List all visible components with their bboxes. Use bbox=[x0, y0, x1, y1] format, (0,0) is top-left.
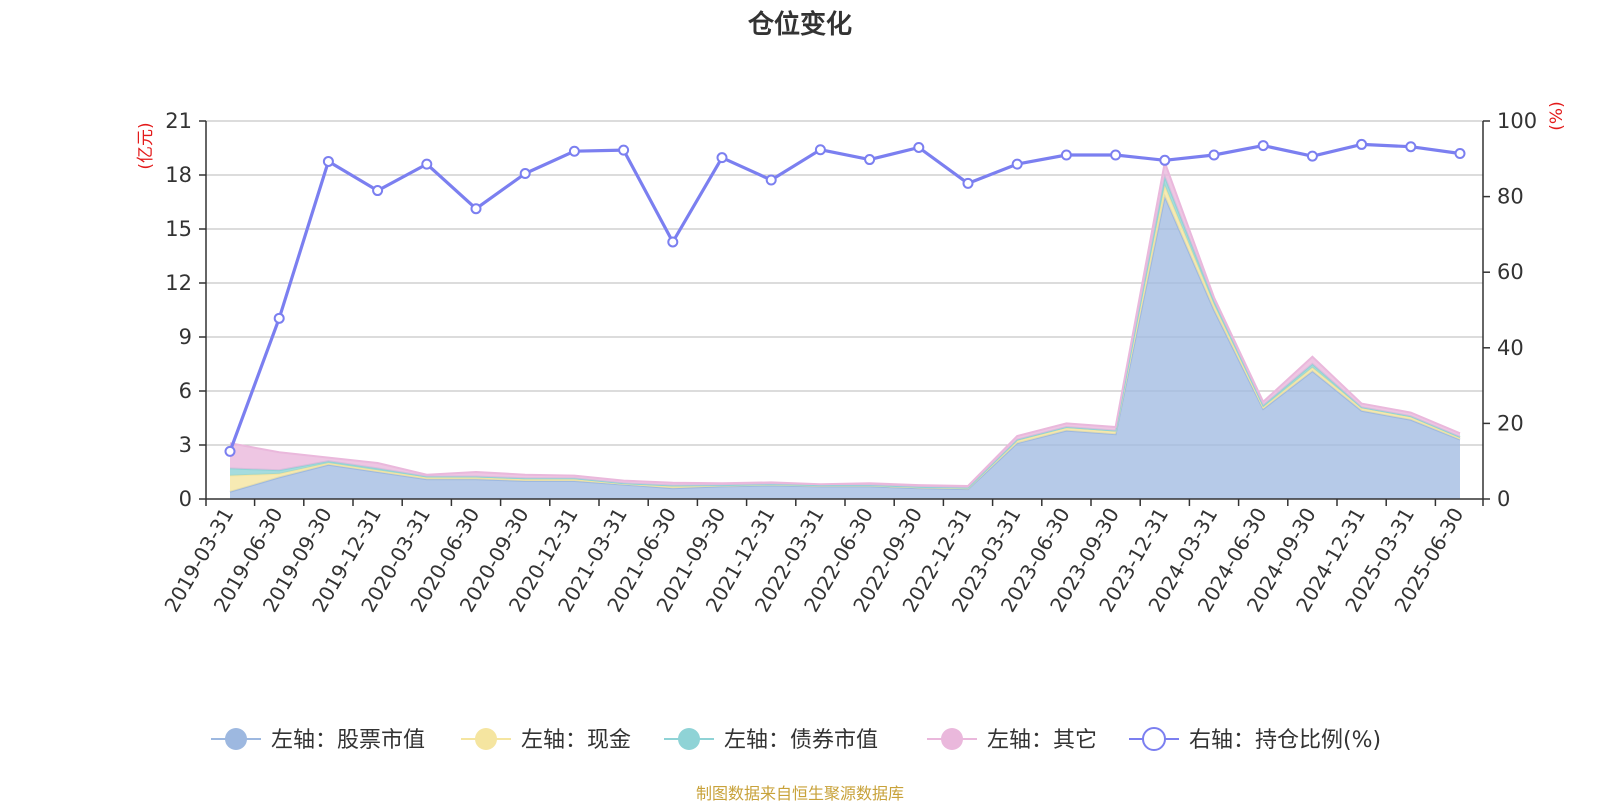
legend-marker bbox=[941, 728, 963, 750]
ratio-point bbox=[1257, 140, 1269, 152]
position-ratio-line bbox=[224, 138, 1466, 457]
ratio-point bbox=[716, 152, 728, 164]
area-edge-3 bbox=[229, 158, 1461, 488]
legend-marker bbox=[225, 728, 247, 750]
legend-item-0[interactable]: 左轴：股票市值 bbox=[211, 728, 425, 753]
ratio-point bbox=[913, 141, 925, 153]
ratio-point bbox=[1208, 149, 1220, 161]
legend-label: 左轴：债券市值 bbox=[724, 728, 878, 753]
legend-label: 右轴：持仓比例(%) bbox=[1189, 728, 1381, 753]
legend-marker bbox=[1142, 727, 1166, 751]
ratio-point bbox=[1110, 149, 1122, 161]
ratio-point bbox=[372, 185, 384, 197]
right-tick-label: 40 bbox=[1497, 336, 1524, 360]
ratio-point bbox=[814, 144, 826, 156]
axes: 036912151821020406080100(亿元)(%)2019-03-3… bbox=[136, 101, 1567, 616]
ratio-point bbox=[864, 154, 876, 166]
ratio-point bbox=[618, 144, 630, 156]
left-tick-label: 15 bbox=[165, 217, 192, 241]
ratio-point bbox=[421, 158, 433, 170]
legend-marker bbox=[475, 728, 497, 750]
left-tick-label: 0 bbox=[179, 487, 192, 511]
left-axis-unit: (亿元) bbox=[136, 122, 156, 169]
right-axis-unit: (%) bbox=[1547, 101, 1567, 130]
ratio-point bbox=[962, 177, 974, 189]
legend-item-3[interactable]: 左轴：其它 bbox=[927, 728, 1097, 753]
chart-title: 仓位变化 bbox=[747, 10, 852, 40]
stacked-areas bbox=[229, 158, 1461, 499]
ratio-point bbox=[1405, 141, 1417, 153]
ratio-point bbox=[273, 312, 285, 324]
ratio-point bbox=[1454, 148, 1466, 160]
right-tick-label: 80 bbox=[1497, 185, 1524, 209]
legend: 左轴：股票市值 左轴：现金 左轴：债券市值 左轴：其它 右轴：持仓比例(%) bbox=[211, 727, 1381, 753]
ratio-point bbox=[470, 203, 482, 215]
ratio-point bbox=[568, 145, 580, 157]
ratio-point bbox=[224, 445, 236, 457]
legend-label: 左轴：股票市值 bbox=[271, 728, 425, 753]
grid-lines bbox=[206, 120, 1483, 446]
ratio-point bbox=[1011, 158, 1023, 170]
data-source-note: 制图数据来自恒生聚源数据库 bbox=[695, 784, 904, 803]
right-tick-label: 0 bbox=[1497, 487, 1510, 511]
right-tick-label: 100 bbox=[1497, 109, 1537, 133]
ratio-point bbox=[322, 155, 334, 167]
ratio-point bbox=[1306, 150, 1318, 162]
ratio-point bbox=[519, 168, 531, 180]
right-tick-label: 60 bbox=[1497, 260, 1524, 284]
ratio-point bbox=[667, 236, 679, 248]
left-tick-label: 9 bbox=[179, 325, 192, 349]
ratio-point bbox=[1060, 149, 1072, 161]
right-tick-label: 20 bbox=[1497, 411, 1524, 435]
left-tick-label: 12 bbox=[165, 271, 192, 295]
legend-label: 左轴：现金 bbox=[521, 728, 631, 753]
position-change-chart: 036912151821020406080100(亿元)(%)2019-03-3… bbox=[136, 101, 1567, 753]
left-tick-label: 18 bbox=[165, 163, 192, 187]
ratio-point bbox=[1159, 154, 1171, 166]
left-tick-label: 6 bbox=[179, 379, 192, 403]
area-0 bbox=[230, 196, 1460, 499]
legend-label: 左轴：其它 bbox=[987, 728, 1097, 753]
ratio-line-path bbox=[228, 142, 1461, 452]
ratio-point bbox=[765, 174, 777, 186]
legend-item-1[interactable]: 左轴：现金 bbox=[461, 728, 631, 753]
legend-item-2[interactable]: 左轴：债券市值 bbox=[664, 728, 878, 753]
legend-item-4[interactable]: 右轴：持仓比例(%) bbox=[1129, 727, 1381, 753]
legend-marker bbox=[678, 728, 700, 750]
left-tick-label: 3 bbox=[179, 433, 192, 457]
ratio-point bbox=[1356, 138, 1368, 150]
left-tick-label: 21 bbox=[165, 109, 192, 133]
